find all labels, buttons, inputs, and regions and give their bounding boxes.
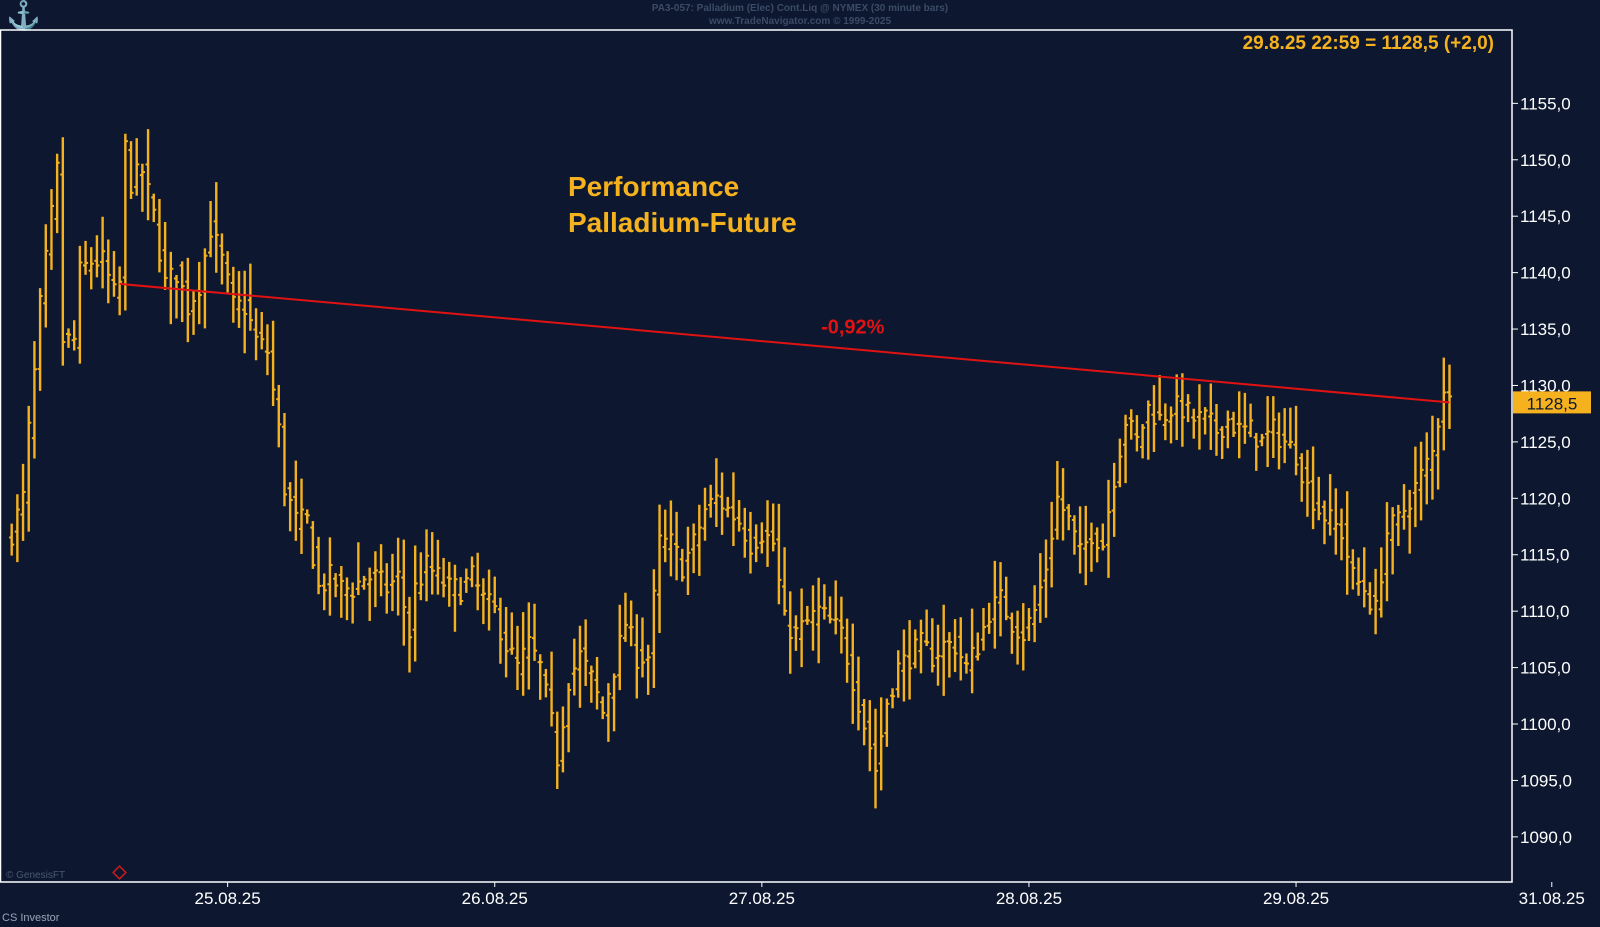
- x-tick-label: 31.08.25: [1519, 889, 1585, 908]
- y-tick-label: 1150,0: [1520, 151, 1571, 170]
- chart-source-copyright: www.TradeNavigator.com © 1999-2025: [708, 16, 892, 27]
- footer-brand: CS Investor: [2, 912, 60, 924]
- plot-frame: [0, 29, 1513, 883]
- y-tick-label: 1130,0: [1520, 376, 1571, 395]
- y-tick-label: 1135,0: [1520, 320, 1571, 339]
- last-price-label: 1128,5: [1527, 394, 1578, 413]
- last-quote-label: 29.8.25 22:59 = 1128,5 (+2,0): [1243, 33, 1494, 54]
- y-tick-label: 1140,0: [1520, 264, 1571, 283]
- y-tick-label: 1125,0: [1520, 433, 1571, 452]
- x-tick-label: 27.08.25: [729, 889, 795, 908]
- y-tick-label: 1120,0: [1520, 489, 1571, 508]
- y-tick-label: 1155,0: [1520, 94, 1571, 113]
- y-tick-label: 1145,0: [1520, 207, 1571, 226]
- trend-percent-label: -0,92%: [821, 317, 885, 339]
- y-tick-label: 1105,0: [1520, 659, 1571, 678]
- chart-title-line: Performance: [568, 171, 739, 202]
- x-tick-label: 26.08.25: [462, 889, 528, 908]
- y-tick-label: 1110,0: [1520, 602, 1569, 621]
- trend-line: [119, 282, 1450, 404]
- genesis-brand-label: © GenesisFT: [6, 870, 65, 881]
- y-tick-label: 1090,0: [1520, 828, 1572, 847]
- brand-diamond-icon: [112, 865, 127, 880]
- y-tick-label: 1100,0: [1520, 715, 1571, 734]
- chart-title-line: Palladium-Future: [568, 207, 797, 238]
- last-price-marker: [1513, 391, 1591, 414]
- anchor-logo-icon: ⚓: [6, 0, 41, 31]
- y-tick-label: 1095,0: [1520, 771, 1572, 790]
- y-tick-label: 1115,0: [1520, 546, 1569, 565]
- x-tick-label: 29.08.25: [1263, 889, 1329, 908]
- x-tick-label: 28.08.25: [996, 889, 1062, 908]
- chart-source-title: PA3-057: Palladium (Elec) Cont.Liq @ NYM…: [651, 3, 949, 14]
- x-tick-label: 25.08.25: [195, 889, 261, 908]
